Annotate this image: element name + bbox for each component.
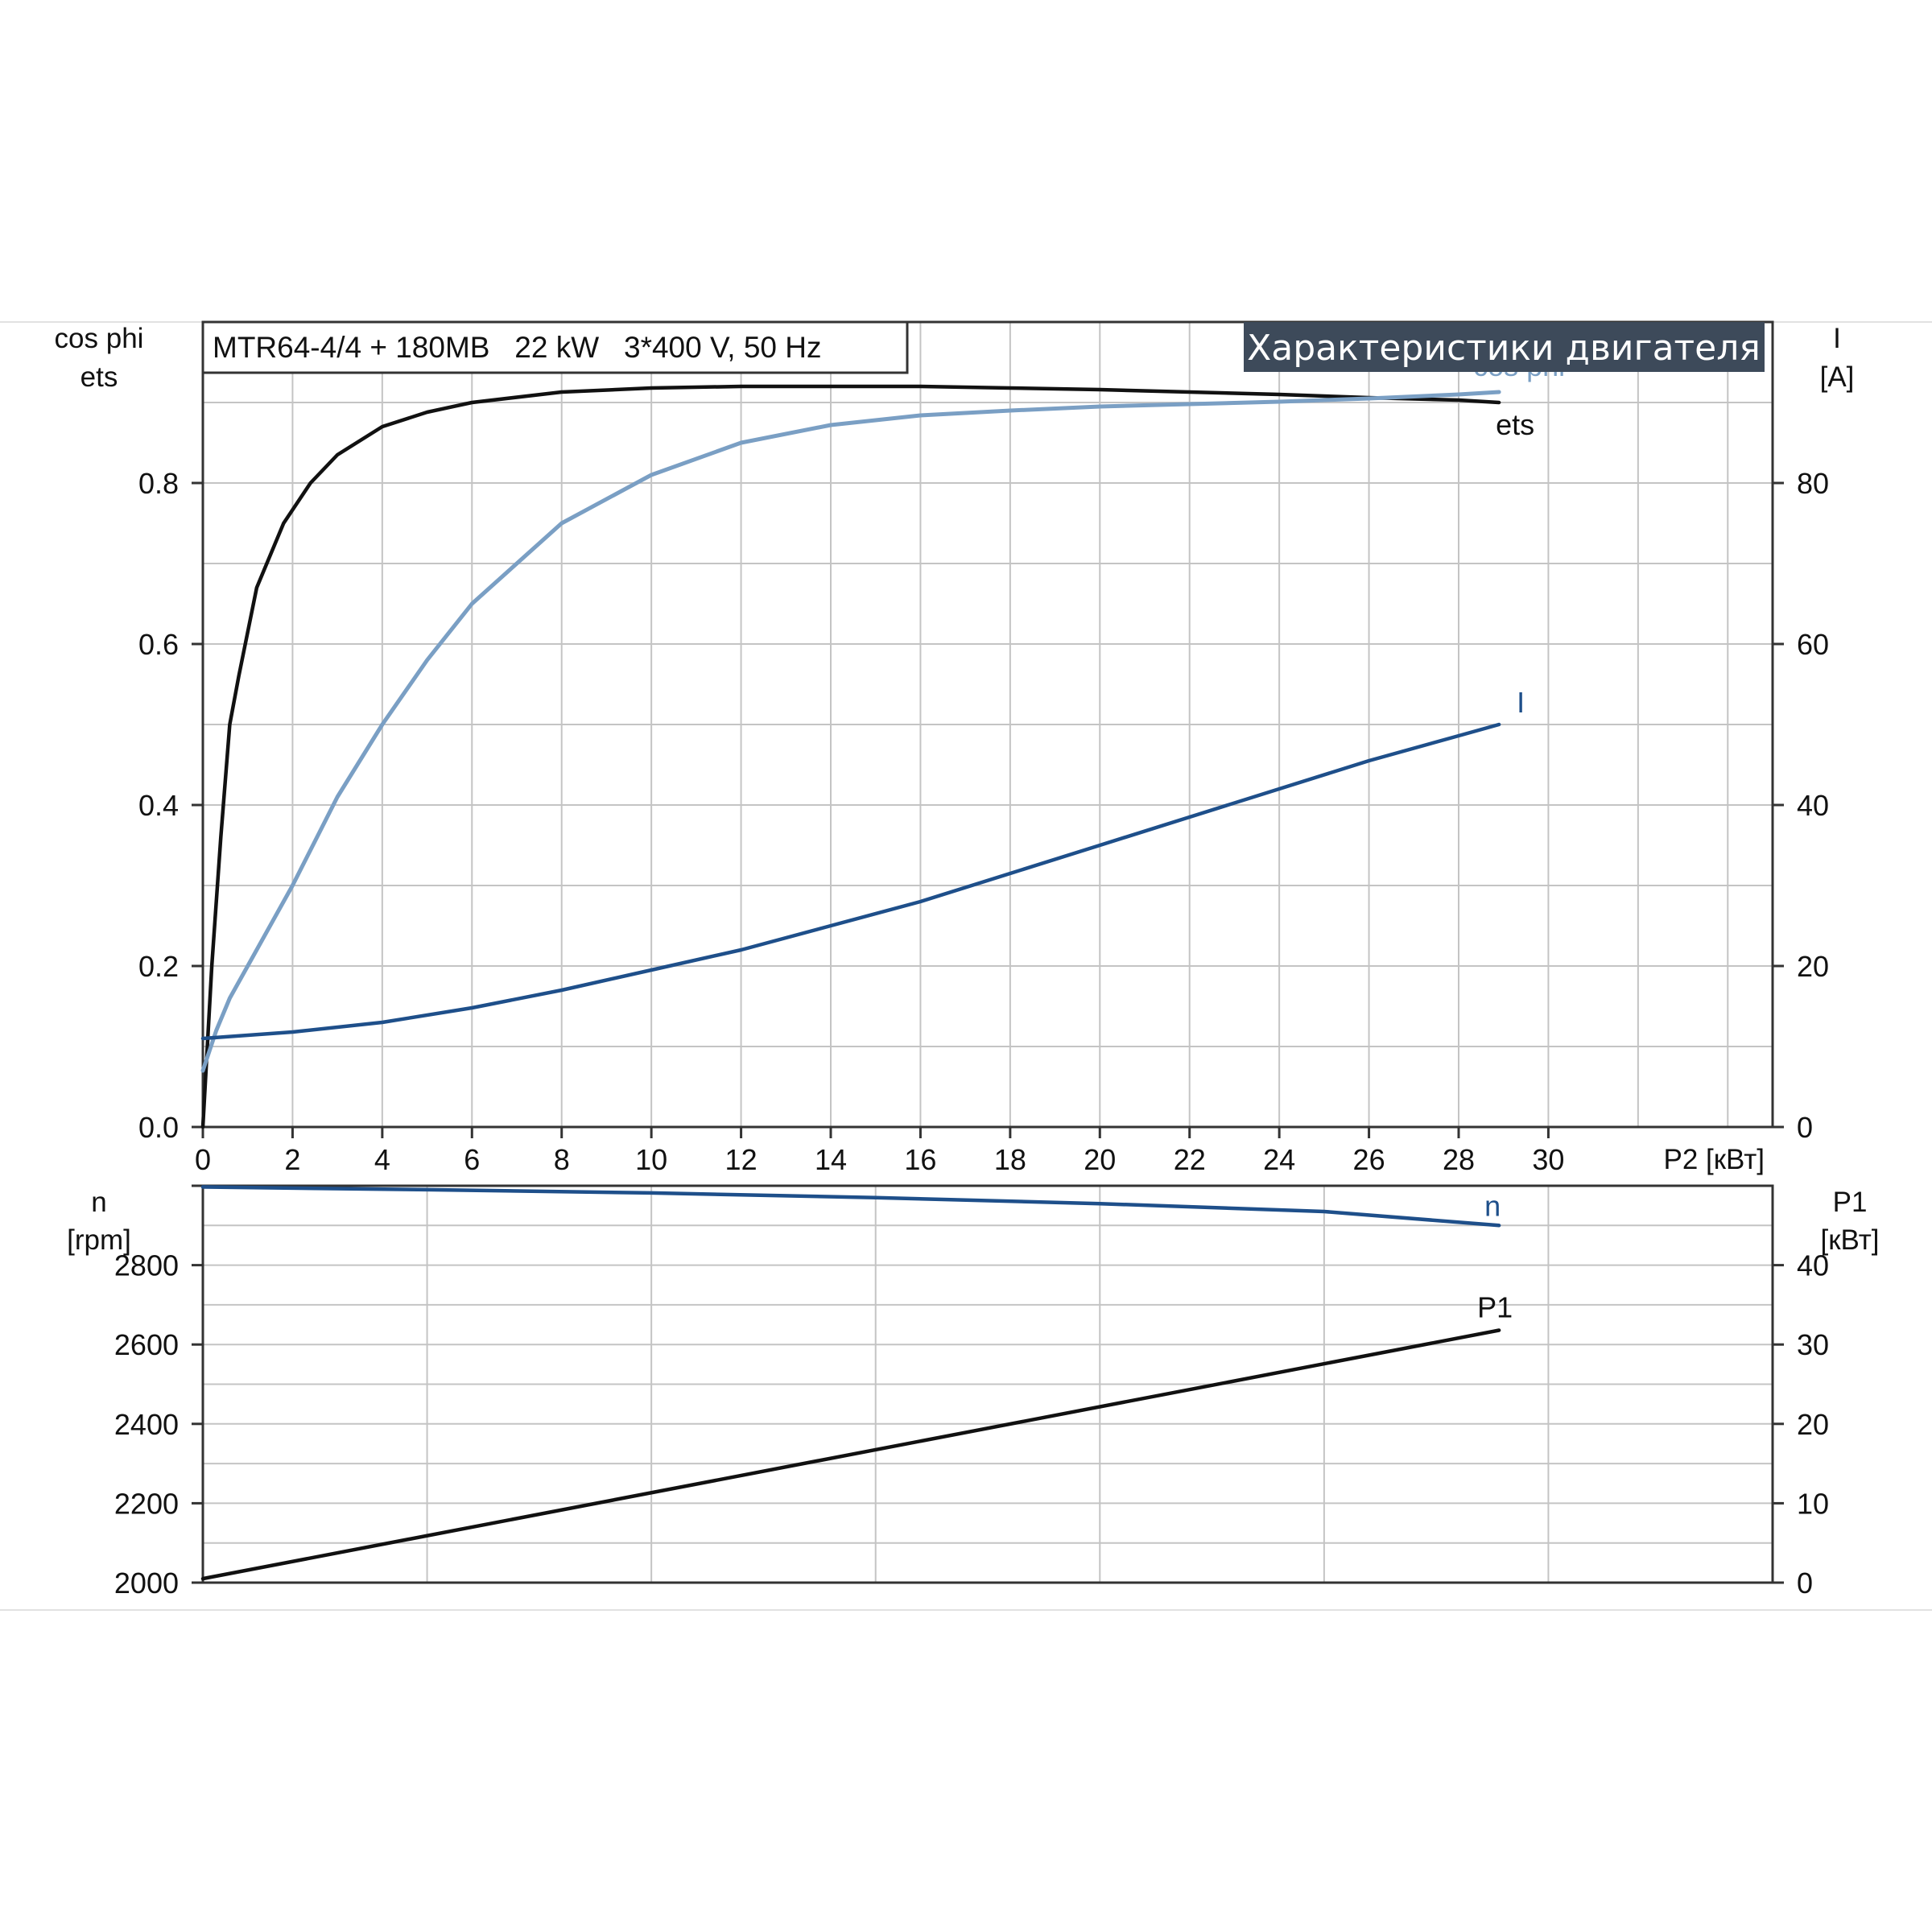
left-tick-label: 2200 (114, 1487, 179, 1520)
x-tick-label: 10 (635, 1143, 667, 1176)
x-axis-title: P2 [кВт] (1663, 1144, 1765, 1175)
upper-right-axis-title-2: [A] (1820, 361, 1855, 393)
series-label-P1: P1 (1477, 1290, 1513, 1323)
right-tick-label: 40 (1797, 789, 1829, 822)
x-tick-label: 12 (725, 1143, 758, 1176)
left-tick-label: 2800 (114, 1249, 179, 1282)
x-tick-label: 28 (1443, 1143, 1475, 1176)
x-tick-label: 6 (464, 1143, 480, 1176)
title-banner (1244, 322, 1765, 372)
left-tick-label: 0.2 (138, 950, 179, 983)
series-line-P1 (200, 1328, 1501, 1581)
right-tick-label: 80 (1797, 467, 1829, 500)
left-tick-label: 2400 (114, 1408, 179, 1441)
left-tick-label: 2600 (114, 1328, 179, 1361)
x-tick-label: 4 (374, 1143, 390, 1176)
model-label: MTR64-4/4 + 180MB 22 kW 3*400 V, 50 Hz (213, 331, 821, 364)
lower-left-axis-title-1: n (91, 1187, 106, 1218)
x-tick-label: 24 (1263, 1143, 1295, 1176)
right-tick-label: 0 (1797, 1111, 1813, 1144)
series-label-I: I (1517, 686, 1525, 719)
lower-grid (203, 1186, 1773, 1583)
series-label-n: n (1484, 1189, 1501, 1222)
x-tick-label: 30 (1532, 1143, 1564, 1176)
model-box (201, 320, 909, 374)
right-tick-label: 10 (1797, 1487, 1829, 1520)
lower-right-axis-title-2: [кВт] (1821, 1224, 1880, 1256)
x-tick-label: 22 (1174, 1143, 1206, 1176)
x-tick-label: 0 (195, 1143, 211, 1176)
right-tick-label: 30 (1797, 1328, 1829, 1361)
x-tick-label: 2 (284, 1143, 300, 1176)
x-tick-label: 16 (904, 1143, 936, 1176)
series-line-I (200, 722, 1501, 1041)
left-tick-label: 0.0 (138, 1111, 179, 1144)
lower-series: n P1 (200, 1185, 1513, 1581)
right-tick-label: 20 (1797, 950, 1829, 983)
right-tick-label: 20 (1797, 1408, 1829, 1441)
upper-right-axis-title-1: I (1833, 323, 1841, 354)
upper-grid (203, 321, 1773, 1127)
upper-tick-labels: 0 2 4 6 8 10 12 14 16 18 20 22 24 26 28 300.00.20.40.60… (138, 467, 1829, 1176)
series-line-n (200, 1185, 1501, 1228)
x-tick-label: 18 (994, 1143, 1026, 1176)
x-tick-label: 26 (1353, 1143, 1385, 1176)
left-tick-label: 0.6 (138, 628, 179, 661)
upper-left-axis-title-1: cos phi (55, 323, 144, 354)
series-line-ets (200, 384, 1501, 1129)
left-tick-label: 0.4 (138, 789, 179, 822)
right-tick-label: 40 (1797, 1249, 1829, 1282)
series-line-cos-phi (200, 390, 1501, 1073)
title-label: Характеристики двигателя (1247, 328, 1761, 369)
series-label-ets: ets (1496, 408, 1534, 441)
upper-left-axis-title-2: ets (80, 361, 118, 393)
x-tick-label: 8 (554, 1143, 570, 1176)
x-tick-label: 20 (1084, 1143, 1116, 1176)
lower-tick-labels: 2000 2200 2400 2600 2800 0 10 20 30 40 (114, 1184, 1829, 1600)
right-tick-label: 60 (1797, 628, 1829, 661)
right-tick-label: 0 (1797, 1567, 1813, 1600)
lower-right-axis-title-1: P1 (1833, 1187, 1868, 1218)
left-tick-label: 0.8 (138, 467, 179, 500)
left-tick-label: 2000 (114, 1567, 179, 1600)
upper-plot-frame (201, 320, 1774, 1129)
lower-plot-frame (201, 1184, 1774, 1584)
lower-left-axis-title-2: [rpm] (67, 1224, 131, 1256)
x-tick-label: 14 (815, 1143, 847, 1176)
